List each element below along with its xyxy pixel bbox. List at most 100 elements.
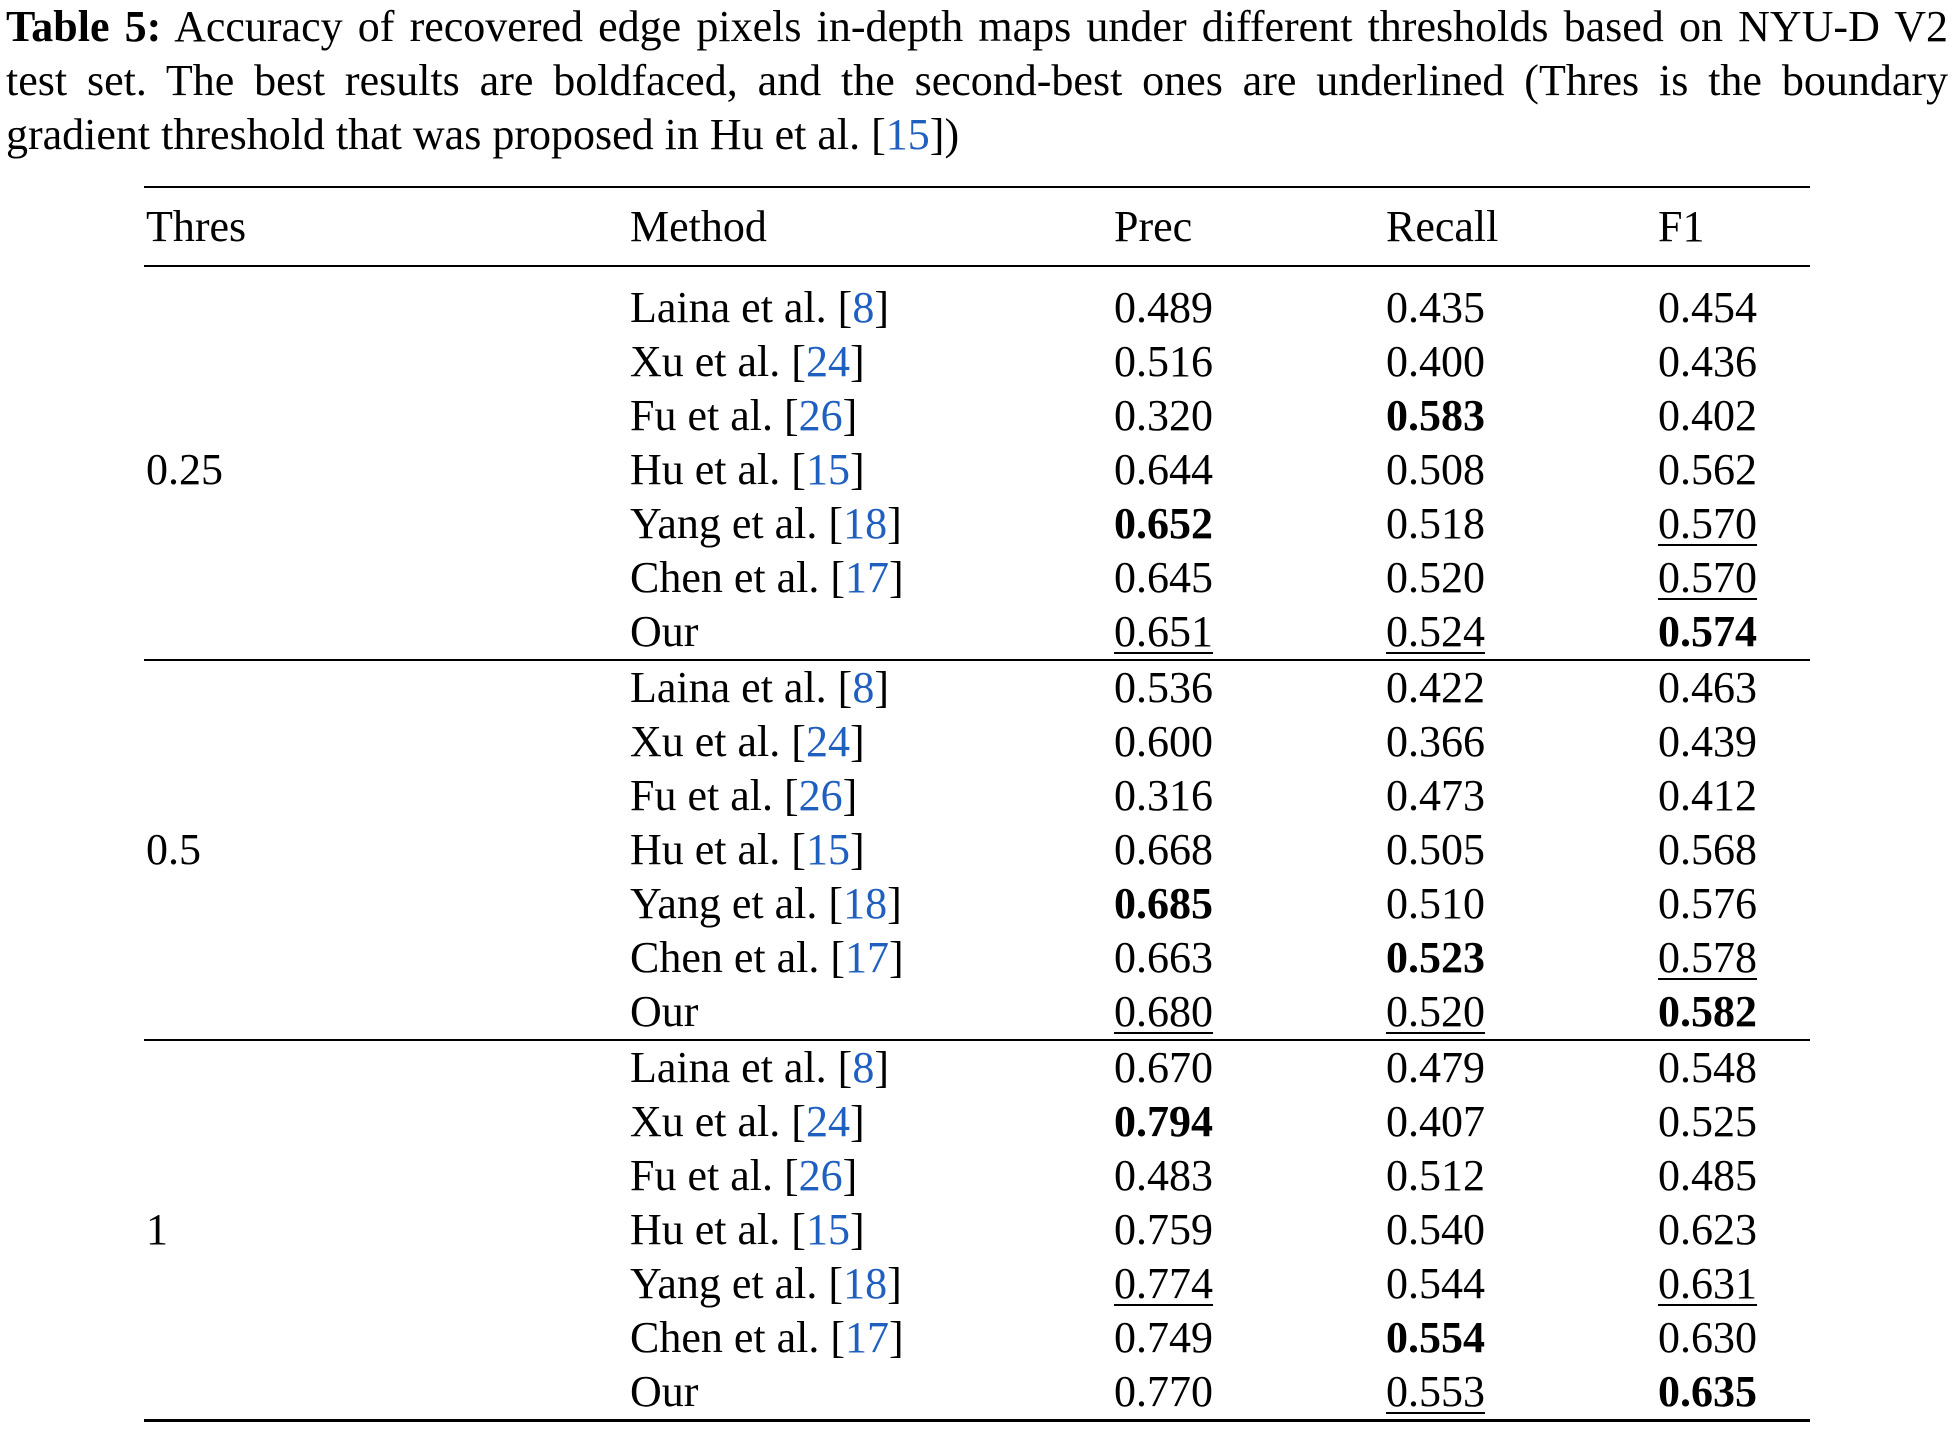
table-row: Hu et al. [15] 0.668 0.505 0.568 <box>144 823 1810 877</box>
method-cell: Hu et al. [15] <box>630 1205 865 1254</box>
method-cell: Fu et al. [26] <box>630 391 858 440</box>
citation-link[interactable]: 15 <box>805 825 850 874</box>
f1-cell: 0.436 <box>1658 337 1757 386</box>
header-recall: Recall <box>1386 186 1658 267</box>
recall-cell-best: 0.554 <box>1386 1313 1485 1362</box>
method-cell: Fu et al. [26] <box>630 771 858 820</box>
f1-cell: 0.562 <box>1658 445 1757 494</box>
prec-cell: 0.600 <box>1114 717 1213 766</box>
table-row: Hu et al. [15] 0.644 0.508 0.562 <box>144 443 1810 497</box>
citation-link[interactable]: 18 <box>843 499 888 548</box>
table-row-ours: Our 0.770 0.553 0.635 <box>144 1365 1810 1421</box>
method-cell: Yang et al. [18] <box>630 1259 902 1308</box>
citation-link[interactable]: 8 <box>852 663 875 712</box>
citation-link[interactable]: 26 <box>798 771 843 820</box>
f1-cell-second: 0.570 <box>1658 553 1757 602</box>
prec-cell: 0.483 <box>1114 1151 1213 1200</box>
citation-link[interactable]: 18 <box>843 1259 888 1308</box>
recall-cell: 0.510 <box>1386 879 1485 928</box>
table-row: Yang et al. [18] 0.652 0.518 0.570 <box>144 497 1810 551</box>
citation-link[interactable]: 18 <box>843 879 888 928</box>
prec-cell: 0.759 <box>1114 1205 1213 1254</box>
caption-label: Table 5: <box>6 2 162 51</box>
method-cell: Chen et al. [17] <box>630 1313 904 1362</box>
recall-cell: 0.518 <box>1386 499 1485 548</box>
recall-cell: 0.400 <box>1386 337 1485 386</box>
recall-cell: 0.435 <box>1386 283 1485 332</box>
method-cell: Hu et al. [15] <box>630 825 865 874</box>
recall-cell: 0.422 <box>1386 663 1485 712</box>
method-cell: Our <box>630 607 699 656</box>
results-table-container: Thres Method Prec Recall F1 0.25 Laina e… <box>144 186 1810 1422</box>
citation-link[interactable]: 17 <box>845 553 890 602</box>
citation-link[interactable]: 26 <box>798 391 843 440</box>
header-f1: F1 <box>1658 186 1810 267</box>
prec-cell-best: 0.685 <box>1114 879 1213 928</box>
method-cell: Laina et al. [8] <box>630 663 889 712</box>
f1-cell: 0.485 <box>1658 1151 1757 1200</box>
f1-cell: 0.630 <box>1658 1313 1757 1362</box>
thres-value: 0.5 <box>146 825 201 874</box>
recall-cell: 0.508 <box>1386 445 1485 494</box>
f1-cell-second: 0.578 <box>1658 933 1757 982</box>
table-row: 0.5 Laina et al. [8] 0.536 0.422 0.463 <box>144 660 1810 874</box>
header-row: Thres Method Prec Recall F1 <box>144 186 1810 267</box>
prec-cell: 0.663 <box>1114 933 1213 982</box>
f1-cell: 0.439 <box>1658 717 1757 766</box>
recall-cell: 0.366 <box>1386 717 1485 766</box>
citation-link[interactable]: 8 <box>852 1043 875 1092</box>
method-cell: Xu et al. [24] <box>630 1097 865 1146</box>
thres-value: 1 <box>146 1205 168 1254</box>
recall-cell: 0.520 <box>1386 553 1485 602</box>
recall-cell-second: 0.553 <box>1386 1367 1485 1416</box>
recall-cell: 0.479 <box>1386 1043 1485 1092</box>
f1-cell: 0.463 <box>1658 663 1757 712</box>
prec-cell-second: 0.680 <box>1114 987 1213 1036</box>
prec-cell: 0.536 <box>1114 663 1213 712</box>
prec-cell: 0.670 <box>1114 1043 1213 1092</box>
table-row: Chen et al. [17] 0.663 0.523 0.578 <box>144 931 1810 985</box>
citation-link[interactable]: 24 <box>805 717 850 766</box>
recall-cell-best: 0.583 <box>1386 391 1485 440</box>
table-row: Yang et al. [18] 0.685 0.510 0.576 <box>144 877 1810 931</box>
table-caption: Table 5: Accuracy of recovered edge pixe… <box>6 0 1948 162</box>
f1-cell-best: 0.582 <box>1658 987 1757 1036</box>
recall-cell-best: 0.523 <box>1386 933 1485 982</box>
citation-link[interactable]: 24 <box>805 337 850 386</box>
recall-cell-second: 0.520 <box>1386 987 1485 1036</box>
caption-text: Accuracy of recovered edge pixels in-dep… <box>6 2 1948 159</box>
table-row: Xu et al. [24] 0.516 0.400 0.436 <box>144 335 1810 389</box>
prec-cell-best: 0.794 <box>1114 1097 1213 1146</box>
header-thres: Thres <box>144 186 630 267</box>
prec-cell: 0.668 <box>1114 825 1213 874</box>
citation-link[interactable]: 17 <box>845 1313 890 1362</box>
recall-cell: 0.407 <box>1386 1097 1485 1146</box>
prec-cell: 0.644 <box>1114 445 1213 494</box>
method-cell: Yang et al. [18] <box>630 499 902 548</box>
method-cell: Our <box>630 1367 699 1416</box>
caption-text-end: ]) <box>929 110 960 159</box>
method-cell: Hu et al. [15] <box>630 445 865 494</box>
table-row: 1 Laina et al. [8] 0.670 0.479 0.548 <box>144 1040 1810 1254</box>
table-row: Chen et al. [17] 0.749 0.554 0.630 <box>144 1311 1810 1365</box>
group-thres-0.5: 0.5 Laina et al. [8] 0.536 0.422 0.463 X… <box>144 660 1810 1040</box>
f1-cell-second: 0.570 <box>1658 499 1757 548</box>
citation-link[interactable]: 26 <box>798 1151 843 1200</box>
citation-link[interactable]: 17 <box>845 933 890 982</box>
f1-cell: 0.402 <box>1658 391 1757 440</box>
f1-cell-best: 0.635 <box>1658 1367 1757 1416</box>
caption-citation-link[interactable]: 15 <box>885 110 930 159</box>
table-row: Yang et al. [18] 0.774 0.544 0.631 <box>144 1257 1810 1311</box>
prec-cell-second: 0.651 <box>1114 607 1213 656</box>
recall-cell: 0.540 <box>1386 1205 1485 1254</box>
citation-link[interactable]: 8 <box>852 283 875 332</box>
citation-link[interactable]: 15 <box>805 445 850 494</box>
citation-link[interactable]: 24 <box>805 1097 850 1146</box>
table-row-ours: Our 0.680 0.520 0.582 <box>144 985 1810 1040</box>
method-cell: Yang et al. [18] <box>630 879 902 928</box>
recall-cell: 0.544 <box>1386 1259 1485 1308</box>
table-row: Hu et al. [15] 0.759 0.540 0.623 <box>144 1203 1810 1257</box>
prec-cell: 0.516 <box>1114 337 1213 386</box>
citation-link[interactable]: 15 <box>805 1205 850 1254</box>
f1-cell: 0.412 <box>1658 771 1757 820</box>
